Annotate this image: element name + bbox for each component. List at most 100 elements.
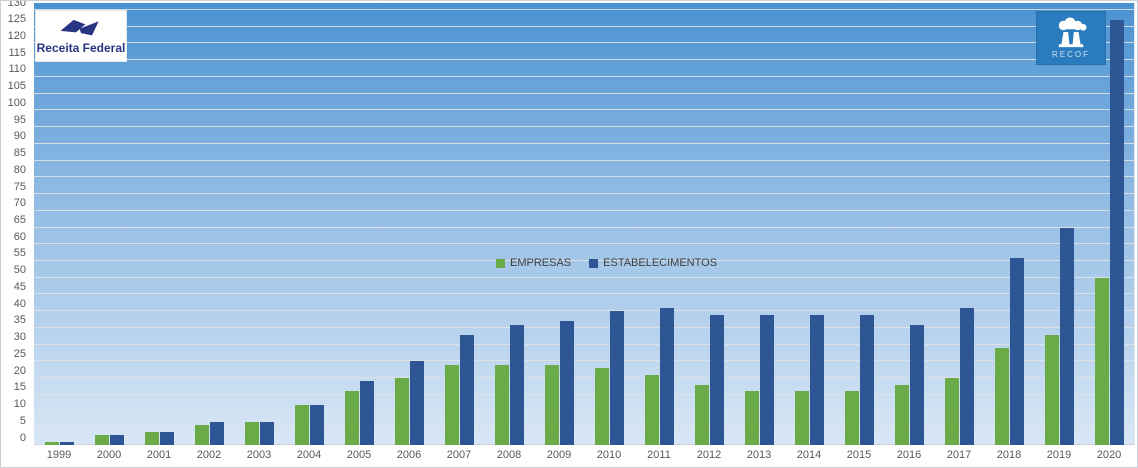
bar-empresas-2008[interactable] (494, 364, 509, 445)
gridline-65 (34, 226, 1134, 228)
bar-estabelecimentos-2001[interactable] (159, 431, 174, 445)
bar-estabelecimentos-2006[interactable] (409, 361, 424, 445)
bar-estabelecimentos-2008[interactable] (509, 324, 524, 445)
x-tick-label-2007: 2007 (446, 449, 472, 461)
bar-group-2003 (234, 10, 284, 445)
bar-empresas-2009[interactable] (544, 364, 559, 445)
gridline-75 (34, 193, 1134, 195)
x-tick-label-1999: 1999 (46, 449, 72, 461)
bar-group-2000 (84, 10, 134, 445)
y-tick-label-85: 85 (13, 147, 26, 160)
bar-group-2008 (484, 10, 534, 445)
bar-empresas-2002[interactable] (194, 424, 209, 445)
gridline-115 (34, 59, 1134, 61)
bar-group-2012 (684, 10, 734, 445)
bar-empresas-2007[interactable] (444, 364, 459, 445)
bar-estabelecimentos-2018[interactable] (1009, 257, 1024, 445)
legend: EMPRESAS ESTABELECIMENTOS (496, 257, 717, 269)
bar-estabelecimentos-1999[interactable] (59, 441, 74, 445)
bar-empresas-2020[interactable] (1094, 277, 1109, 445)
bar-empresas-2018[interactable] (994, 347, 1009, 445)
bar-estabelecimentos-2019[interactable] (1059, 227, 1074, 445)
bar-empresas-2010[interactable] (594, 368, 609, 445)
x-tick-label-2001: 2001 (146, 449, 172, 461)
x-tick-label-2019: 2019 (1046, 449, 1072, 461)
bar-empresas-2003[interactable] (244, 421, 259, 445)
y-tick-label-90: 90 (13, 130, 26, 143)
legend-swatch-icon (589, 258, 599, 268)
x-tick-label-2015: 2015 (846, 449, 872, 461)
x-tick-label-2014: 2014 (796, 449, 822, 461)
recof-logo: RECOF (1036, 11, 1106, 65)
bar-empresas-2016[interactable] (894, 384, 909, 445)
bar-estabelecimentos-2002[interactable] (209, 421, 224, 445)
bar-empresas-2001[interactable] (144, 431, 159, 445)
gridline-30 (34, 343, 1134, 345)
y-tick-label-130: 130 (7, 0, 26, 9)
bar-estabelecimentos-2005[interactable] (359, 381, 374, 445)
bar-empresas-2013[interactable] (744, 391, 759, 445)
bar-estabelecimentos-2017[interactable] (959, 307, 974, 445)
bar-empresas-2017[interactable] (944, 378, 959, 445)
bar-empresas-2006[interactable] (394, 378, 409, 445)
bar-group-1999 (34, 10, 84, 445)
gridline-15 (34, 393, 1134, 395)
bar-group-2015 (834, 10, 884, 445)
y-tick-label-20: 20 (13, 364, 26, 377)
bar-empresas-2019[interactable] (1044, 334, 1059, 445)
bar-estabelecimentos-2014[interactable] (809, 314, 824, 445)
bar-estabelecimentos-2007[interactable] (459, 334, 474, 445)
y-axis: 0 5 10 15 20 25 30 35 40 45 50 55 60 65 70 75 80 85 90 95 10… (1, 0, 30, 445)
gridline-80 (34, 176, 1134, 178)
gridline-130 (34, 9, 1134, 10)
legend-item-estabelecimentos[interactable]: ESTABELECIMENTOS (589, 257, 717, 269)
bar-group-2020 (1084, 10, 1134, 445)
x-tick-label-2002: 2002 (196, 449, 222, 461)
bar-estabelecimentos-2003[interactable] (259, 421, 274, 445)
gridline-85 (34, 159, 1134, 161)
bar-estabelecimentos-2013[interactable] (759, 314, 774, 445)
y-tick-label-125: 125 (7, 13, 26, 26)
bar-group-2018 (984, 10, 1034, 445)
y-tick-label-60: 60 (13, 230, 26, 243)
recof-logo-text: RECOF (1052, 50, 1090, 59)
bar-group-2016 (884, 10, 934, 445)
bar-estabelecimentos-2004[interactable] (309, 404, 324, 445)
receita-federal-emblem-icon (60, 19, 99, 36)
x-tick-label-2000: 2000 (96, 449, 122, 461)
bar-empresas-2011[interactable] (644, 374, 659, 445)
bar-estabelecimentos-2009[interactable] (559, 321, 574, 445)
bar-estabelecimentos-2020[interactable] (1109, 20, 1124, 445)
bar-estabelecimentos-2012[interactable] (709, 314, 724, 445)
bar-empresas-2004[interactable] (294, 404, 309, 445)
receita-federal-logo-text: Receita Federal (36, 41, 126, 55)
bar-groups (34, 10, 1134, 445)
bar-estabelecimentos-2015[interactable] (859, 314, 874, 445)
y-tick-label-75: 75 (13, 180, 26, 193)
y-tick-label-10: 10 (13, 398, 26, 411)
bar-empresas-2015[interactable] (844, 391, 859, 445)
gridline-35 (34, 326, 1134, 328)
legend-item-empresas[interactable]: EMPRESAS (496, 257, 571, 269)
bar-empresas-2000[interactable] (94, 434, 109, 445)
gridline-95 (34, 126, 1134, 128)
bar-estabelecimentos-2010[interactable] (609, 311, 624, 445)
bar-estabelecimentos-2016[interactable] (909, 324, 924, 445)
bar-group-2001 (134, 10, 184, 445)
y-tick-label-70: 70 (13, 197, 26, 210)
x-tick-label-2016: 2016 (896, 449, 922, 461)
gridline-60 (34, 243, 1134, 245)
bar-estabelecimentos-2011[interactable] (659, 307, 674, 445)
bar-empresas-2012[interactable] (694, 384, 709, 445)
bar-empresas-2014[interactable] (794, 391, 809, 445)
y-tick-label-65: 65 (13, 214, 26, 226)
gridline-70 (34, 209, 1134, 211)
x-tick-label-2008: 2008 (496, 449, 522, 461)
bar-empresas-2005[interactable] (344, 391, 359, 445)
bar-group-2006 (384, 10, 434, 445)
gridline-40 (34, 310, 1134, 312)
bar-estabelecimentos-2000[interactable] (109, 434, 124, 445)
bar-empresas-1999[interactable] (44, 441, 59, 445)
bar-group-2009 (534, 10, 584, 445)
